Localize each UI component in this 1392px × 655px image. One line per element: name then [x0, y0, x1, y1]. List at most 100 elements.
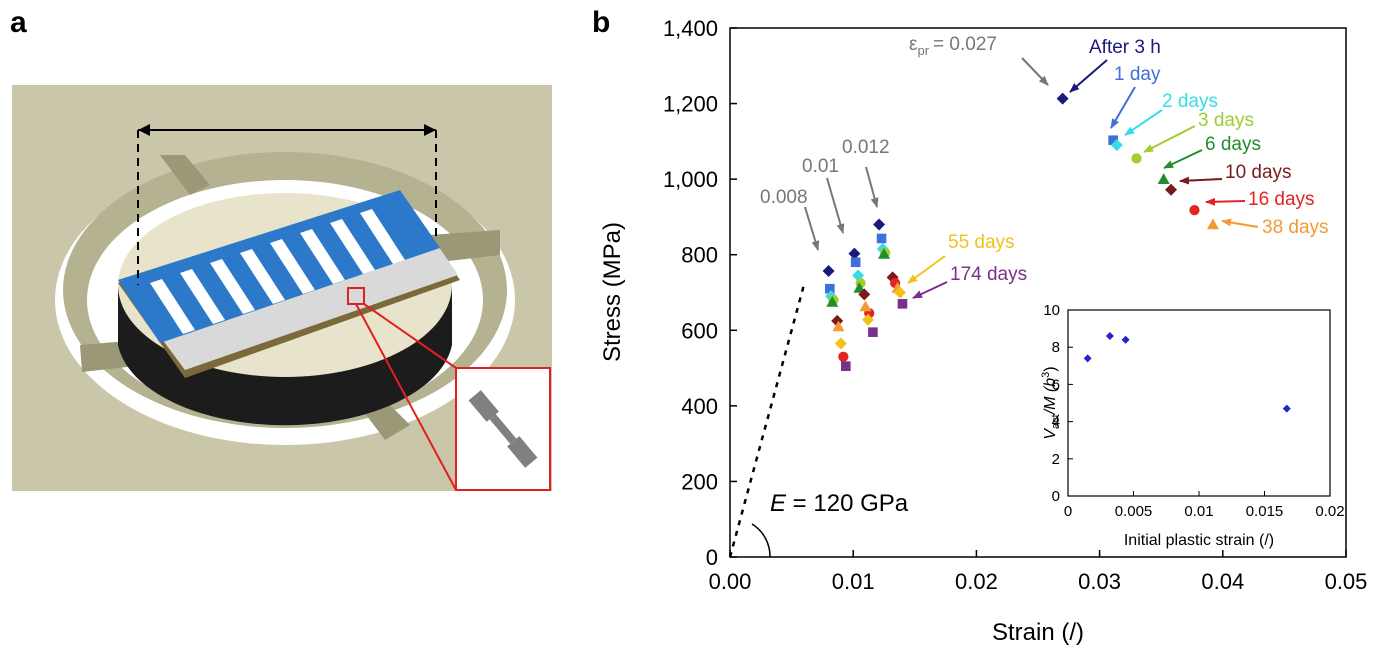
panel-b-label: b — [592, 6, 610, 39]
inset-ylabel-sup: 3 — [1040, 372, 1052, 378]
label-16-days: 16 days — [1248, 189, 1315, 210]
inset-x-tick-label: 0 — [1064, 503, 1072, 520]
main-x-axis-label: Strain (/) — [992, 619, 1084, 646]
data-point-days38 — [1206, 218, 1219, 230]
inset-ylabel-sub: act — [1050, 414, 1062, 429]
prestrain-label-0008: 0.008 — [760, 187, 808, 208]
inset-y-tick-label: 4 — [1052, 414, 1060, 431]
main-plot-frame — [729, 27, 1347, 558]
data-point-day1 — [824, 283, 835, 294]
data-point-days38 — [859, 300, 872, 312]
data-point-days16 — [838, 351, 849, 362]
label-10-days: 10 days — [1225, 162, 1292, 183]
main-y-tick-label: 400 — [681, 394, 718, 419]
data-point-after_3h — [848, 247, 861, 260]
dimension-arrow-right — [424, 124, 436, 136]
arrow-55-days — [907, 255, 946, 284]
stress-strain-chart: 0.00 0.01 0.02 0.03 0.04 0.05 02004006008001,… — [599, 16, 1367, 646]
eps-value: = 0.027 — [933, 34, 997, 55]
label-2-days: 2 days — [1162, 91, 1218, 112]
main-y-axis: 0 200 400 600 800 1,000 1,200 1,400 — [663, 16, 737, 570]
modulus-angle-arc — [751, 523, 771, 558]
inset-x-tick-label: 0.005 — [1115, 503, 1153, 520]
main-y-tick-label: 1,000 — [663, 167, 718, 192]
main-x-tick-label: 0.01 — [832, 569, 875, 594]
main-x-tick-label: 0.04 — [1201, 569, 1244, 594]
inset-data-point — [1083, 354, 1092, 363]
inset-x-axis: 0 0.005 0.01 0.015 0.02 — [1064, 491, 1345, 520]
inset-x-tick-label: 0.015 — [1246, 503, 1284, 520]
inset-plot-frame — [1067, 309, 1331, 497]
dimension-arrow-left — [138, 124, 150, 136]
modulus-label: E = 120 GPa — [770, 490, 909, 517]
arrow-3-days — [1143, 125, 1196, 153]
data-point-days55 — [834, 337, 847, 350]
data-point-days174 — [868, 327, 878, 337]
data-point-days6 — [826, 295, 839, 307]
arrow-0027 — [1021, 57, 1049, 86]
data-point-after_3h — [822, 264, 835, 277]
data-point-days16 — [1189, 205, 1200, 216]
arrow-0012 — [865, 166, 879, 208]
eps-symbol: ε — [909, 34, 918, 55]
data-point-after_3h — [1056, 92, 1069, 105]
data-point-days38 — [832, 320, 845, 332]
data-point-days10 — [1165, 183, 1178, 196]
time-annotations: After 3 h 1 day 2 days 3 days 6 days 10 … — [907, 37, 1329, 299]
main-y-tick-label: 800 — [681, 243, 718, 268]
arrow-10-days — [1179, 176, 1223, 185]
inset-ylabel-v: V — [1042, 428, 1059, 440]
main-x-tick-label: 0.00 — [709, 569, 752, 594]
arrow-0008 — [804, 206, 820, 251]
inset-ylabel-rest: /M (b — [1042, 378, 1059, 416]
data-point-days174 — [897, 299, 908, 309]
device-illustration — [12, 85, 552, 491]
inset-ylabel-end: ) — [1042, 366, 1059, 371]
inset-y-tick-label: 2 — [1052, 451, 1060, 468]
data-point-day1 — [850, 257, 861, 268]
label-3-days: 3 days — [1198, 110, 1254, 131]
arrow-001 — [826, 177, 845, 234]
prestrain-label-001: 0.01 — [802, 156, 839, 177]
device-slots — [150, 209, 405, 334]
inset-y-tick-label: 10 — [1043, 302, 1060, 319]
label-after-3h: After 3 h — [1089, 37, 1161, 58]
arrow-16-days — [1205, 197, 1246, 206]
inset-x-tick-label: 0.01 — [1184, 503, 1213, 520]
arrow-1-day — [1110, 86, 1136, 129]
zoom-line-top — [363, 303, 457, 369]
label-38-days: 38 days — [1262, 217, 1329, 238]
panel-a-label: a — [10, 6, 27, 39]
modulus-value: = 120 GPa — [786, 490, 909, 517]
label-174-days: 174 days — [950, 264, 1027, 285]
inset-data-points — [1083, 332, 1291, 413]
device-blue-frame — [118, 190, 440, 343]
main-y-tick-label: 1,400 — [663, 16, 718, 41]
arrow-2-days — [1124, 109, 1163, 136]
data-point-after_3h — [873, 218, 886, 231]
inset-y-tick-label: 6 — [1052, 376, 1060, 393]
inset-data-point — [1282, 404, 1291, 413]
data-point-days55 — [861, 313, 874, 326]
label-6-days: 6 days — [1205, 134, 1261, 155]
main-y-axis-label: Stress (MPa) — [599, 222, 626, 362]
arrow-6-days — [1163, 149, 1203, 169]
main-y-tick-label: 600 — [681, 318, 718, 343]
prestrain-label-0012: 0.012 — [842, 137, 890, 158]
inset-data-point — [1105, 332, 1114, 341]
data-points — [822, 92, 1219, 371]
main-x-axis: 0.00 0.01 0.02 0.03 0.04 0.05 — [709, 550, 1368, 594]
label-1-day: 1 day — [1114, 64, 1161, 85]
arrow-38-days — [1221, 218, 1259, 228]
data-point-day1 — [876, 233, 887, 244]
inset-chart: 0 0.005 0.01 0.015 0.02 0 2 4 6 8 10 Initial plas… — [1040, 302, 1345, 549]
main-x-tick-label: 0.05 — [1325, 569, 1368, 594]
inset-y-tick-label: 8 — [1052, 339, 1060, 356]
main-y-tick-label: 200 — [681, 469, 718, 494]
arrow-after-3h — [1069, 59, 1108, 93]
data-point-days174 — [841, 361, 851, 371]
data-point-days6 — [1157, 173, 1170, 184]
data-point-day1 — [1108, 135, 1118, 146]
main-x-tick-label: 0.03 — [1078, 569, 1121, 594]
dogbone-specimen — [468, 390, 538, 468]
